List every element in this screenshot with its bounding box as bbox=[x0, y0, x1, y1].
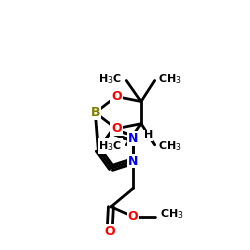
Text: H$_3$C: H$_3$C bbox=[98, 72, 122, 86]
Text: O: O bbox=[111, 122, 122, 135]
Text: O: O bbox=[128, 210, 138, 223]
Text: H: H bbox=[144, 130, 153, 140]
Text: N: N bbox=[128, 154, 138, 168]
Text: N: N bbox=[128, 132, 138, 145]
Text: O: O bbox=[111, 90, 122, 103]
Text: O: O bbox=[104, 225, 115, 238]
Text: B: B bbox=[90, 106, 100, 119]
Text: H$_3$C: H$_3$C bbox=[98, 139, 122, 153]
Text: CH$_3$: CH$_3$ bbox=[158, 72, 182, 86]
Text: CH$_3$: CH$_3$ bbox=[158, 139, 182, 153]
Text: CH$_3$: CH$_3$ bbox=[160, 207, 184, 221]
